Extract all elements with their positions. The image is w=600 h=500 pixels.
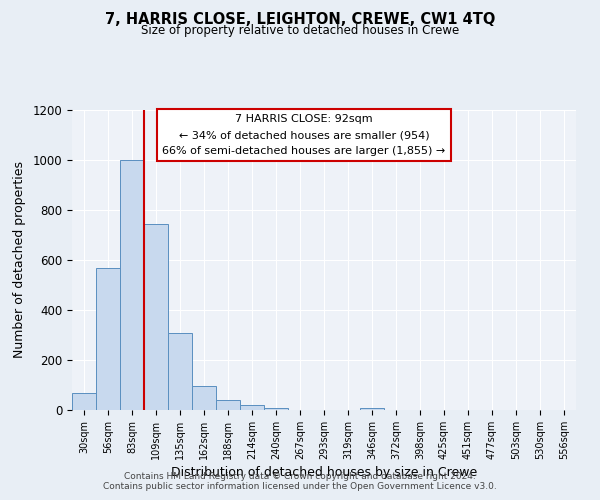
Text: Size of property relative to detached houses in Crewe: Size of property relative to detached ho… bbox=[141, 24, 459, 37]
X-axis label: Distribution of detached houses by size in Crewe: Distribution of detached houses by size … bbox=[171, 466, 477, 479]
Bar bbox=[192, 386, 216, 410]
Bar bbox=[72, 392, 96, 410]
Bar bbox=[120, 160, 144, 410]
Bar bbox=[144, 224, 168, 410]
Bar bbox=[216, 400, 240, 410]
Bar bbox=[360, 408, 384, 410]
Bar bbox=[168, 332, 192, 410]
Text: 7 HARRIS CLOSE: 92sqm
← 34% of detached houses are smaller (954)
66% of semi-det: 7 HARRIS CLOSE: 92sqm ← 34% of detached … bbox=[162, 114, 445, 156]
Bar bbox=[264, 408, 288, 410]
Text: Contains public sector information licensed under the Open Government Licence v3: Contains public sector information licen… bbox=[103, 482, 497, 491]
Bar bbox=[96, 268, 120, 410]
Text: Contains HM Land Registry data © Crown copyright and database right 2024.: Contains HM Land Registry data © Crown c… bbox=[124, 472, 476, 481]
Text: 7, HARRIS CLOSE, LEIGHTON, CREWE, CW1 4TQ: 7, HARRIS CLOSE, LEIGHTON, CREWE, CW1 4T… bbox=[105, 12, 495, 28]
Bar bbox=[240, 404, 264, 410]
Y-axis label: Number of detached properties: Number of detached properties bbox=[13, 162, 26, 358]
